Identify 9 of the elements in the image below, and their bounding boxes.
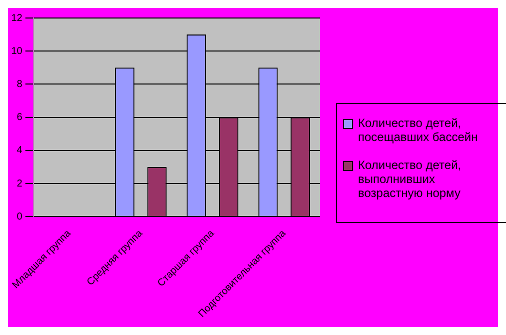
y-tick-label: 12 [11, 12, 23, 24]
y-tick-label: 6 [16, 112, 23, 124]
y-tick-label: 0 [16, 211, 23, 222]
y-tick-label: 8 [16, 78, 23, 90]
y-tick-label: 10 [11, 46, 23, 57]
legend-label: Количество детей, выполнивших возрастную норму [358, 158, 462, 200]
y-tick-label: 4 [16, 145, 23, 156]
legend-label: Количество детей, посещавших бассейн [358, 116, 479, 144]
y-tick-label: 2 [16, 178, 23, 190]
